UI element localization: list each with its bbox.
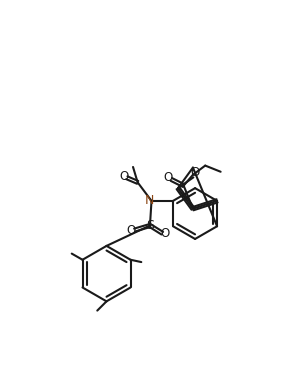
Text: O: O <box>127 224 136 237</box>
Text: N: N <box>144 194 154 206</box>
Text: O: O <box>191 166 200 179</box>
Text: O: O <box>161 227 170 240</box>
Text: O: O <box>164 171 173 184</box>
Text: S: S <box>146 219 154 232</box>
Text: O: O <box>119 170 128 184</box>
